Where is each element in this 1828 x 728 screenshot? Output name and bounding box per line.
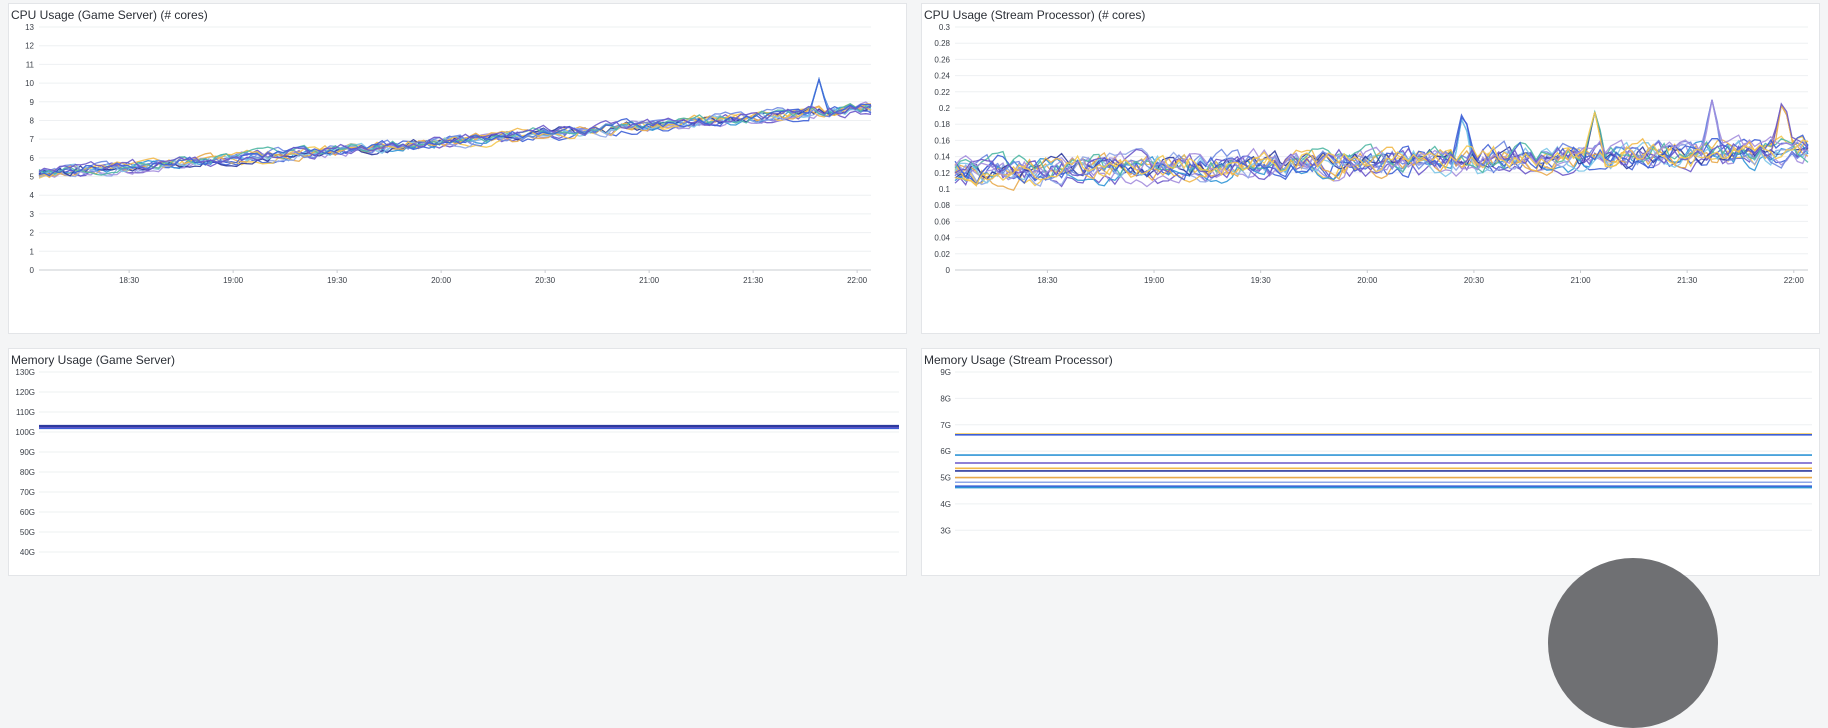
panel-title: Memory Usage (Stream Processor) <box>924 353 1113 367</box>
y-tick-label: 40G <box>20 548 35 557</box>
y-tick-label: 0.06 <box>934 217 950 226</box>
x-ticks: 18:30 19:00 19:30 20:00 20:30 21:00 21:30 22:00 <box>119 270 868 285</box>
memory-game-server-panel: Memory Usage (Game Server) 40G 50G 60G 70G 8… <box>8 348 907 576</box>
y-ticks: 40G 50G 60G 70G 80G 90G 100G 110G 120G 130G <box>15 368 35 557</box>
y-tick-label: 130G <box>15 368 35 377</box>
y-tick-label: 0.12 <box>934 169 950 178</box>
x-ticks: 18:30 19:00 19:30 20:00 20:30 21:00 21:30 22:00 <box>1037 270 1804 285</box>
y-tick-label: 0.26 <box>934 55 950 64</box>
y-tick-label: 0 <box>946 266 951 275</box>
y-tick-label: 0.16 <box>934 136 950 145</box>
y-tick-label: 8 <box>30 116 35 125</box>
series-line <box>954 111 1809 186</box>
y-tick-label: 5 <box>30 173 35 182</box>
y-tick-label: 0.14 <box>934 153 950 162</box>
y-tick-label: 3 <box>30 210 35 219</box>
series-group <box>955 433 1812 489</box>
y-tick-label: 80G <box>20 468 35 477</box>
series-line <box>38 76 872 176</box>
series-group <box>954 99 1809 191</box>
x-tick-label: 20:00 <box>1357 276 1378 285</box>
y-tick-label: 0.1 <box>939 185 951 194</box>
y-tick-label: 6 <box>30 154 35 163</box>
y-tick-label: 9G <box>940 368 951 377</box>
y-tick-label: 0.02 <box>934 250 950 259</box>
y-tick-label: 5G <box>940 474 951 483</box>
y-tick-label: 90G <box>20 448 35 457</box>
y-tick-label: 4 <box>30 191 35 200</box>
x-tick-label: 19:30 <box>327 276 348 285</box>
y-tick-label: 2 <box>30 229 35 238</box>
series-line <box>954 102 1809 181</box>
y-tick-label: 0.04 <box>934 234 950 243</box>
x-tick-label: 20:30 <box>535 276 556 285</box>
memory-stream-processor-chart[interactable]: 3G 4G 5G 6G 7G 8G 9G <box>922 349 1820 576</box>
series-line <box>954 109 1809 179</box>
y-tick-label: 7 <box>30 135 35 144</box>
y-ticks: 3G 4G 5G 6G 7G 8G 9G <box>940 368 951 535</box>
cpu-stream-processor-chart[interactable]: 0 0.02 0.04 0.06 0.08 0.1 0.12 0.14 0.16 0.18 0.2 0… <box>922 4 1820 334</box>
y-tick-label: 60G <box>20 508 35 517</box>
y-tick-label: 4G <box>940 500 951 509</box>
y-tick-label: 13 <box>25 23 34 32</box>
y-tick-label: 0.3 <box>939 23 951 32</box>
overlay-cursor-circle <box>1548 558 1718 728</box>
y-tick-label: 9 <box>30 98 35 107</box>
y-tick-label: 7G <box>940 421 951 430</box>
x-tick-label: 19:00 <box>223 276 244 285</box>
y-tick-label: 110G <box>16 408 35 417</box>
y-tick-label: 0.2 <box>939 104 951 113</box>
panel-title: Memory Usage (Game Server) <box>11 353 176 367</box>
memory-game-server-chart[interactable]: 40G 50G 60G 70G 80G 90G 100G 110G 120G 130G <box>9 349 907 576</box>
y-tick-label: 0.18 <box>934 120 950 129</box>
y-tick-label: 8G <box>940 394 951 403</box>
x-tick-label: 19:00 <box>1144 276 1165 285</box>
x-tick-label: 18:30 <box>1037 276 1058 285</box>
y-tick-label: 0 <box>30 266 35 275</box>
series-group <box>39 424 899 430</box>
series-line <box>38 105 872 177</box>
y-tick-label: 10 <box>25 79 34 88</box>
panel-title: CPU Usage (Stream Processor) (# cores) <box>924 8 1146 22</box>
grid <box>955 371 1812 531</box>
y-tick-label: 3G <box>940 526 951 535</box>
y-tick-label: 11 <box>26 60 35 69</box>
y-tick-label: 70G <box>20 488 35 497</box>
series-line <box>38 104 872 174</box>
x-tick-label: 21:00 <box>1571 276 1592 285</box>
series-line <box>38 105 872 173</box>
x-tick-label: 22:00 <box>847 276 868 285</box>
y-ticks: 0 0.02 0.04 0.06 0.08 0.1 0.12 0.14 0.16 0.18 0.2 0… <box>934 23 950 275</box>
x-tick-label: 19:30 <box>1251 276 1272 285</box>
grid <box>39 371 899 553</box>
panel-title: CPU Usage (Game Server) (# cores) <box>11 8 208 22</box>
x-tick-label: 21:30 <box>743 276 764 285</box>
series-line <box>38 76 872 177</box>
x-tick-label: 22:00 <box>1784 276 1805 285</box>
y-tick-label: 100G <box>15 428 35 437</box>
y-tick-label: 0.24 <box>934 72 950 81</box>
memory-stream-processor-panel: Memory Usage (Stream Processor) 3G 4G 5G 6G… <box>921 348 1820 576</box>
x-tick-label: 20:00 <box>431 276 452 285</box>
y-tick-label: 6G <box>940 447 951 456</box>
series-line <box>954 103 1809 191</box>
y-tick-label: 0.28 <box>934 39 950 48</box>
x-tick-label: 18:30 <box>119 276 140 285</box>
y-tick-label: 0.08 <box>934 201 950 210</box>
y-tick-label: 12 <box>25 42 34 51</box>
cpu-stream-processor-panel: CPU Usage (Stream Processor) (# cores) 0… <box>921 3 1820 334</box>
y-tick-label: 50G <box>20 528 35 537</box>
x-tick-label: 21:00 <box>639 276 660 285</box>
series-group <box>38 76 872 179</box>
series-line <box>954 99 1809 181</box>
grid <box>39 26 871 271</box>
y-tick-label: 1 <box>30 247 35 256</box>
y-tick-label: 120G <box>15 388 35 397</box>
x-tick-label: 21:30 <box>1677 276 1698 285</box>
y-tick-label: 0.22 <box>934 88 950 97</box>
x-tick-label: 20:30 <box>1464 276 1485 285</box>
